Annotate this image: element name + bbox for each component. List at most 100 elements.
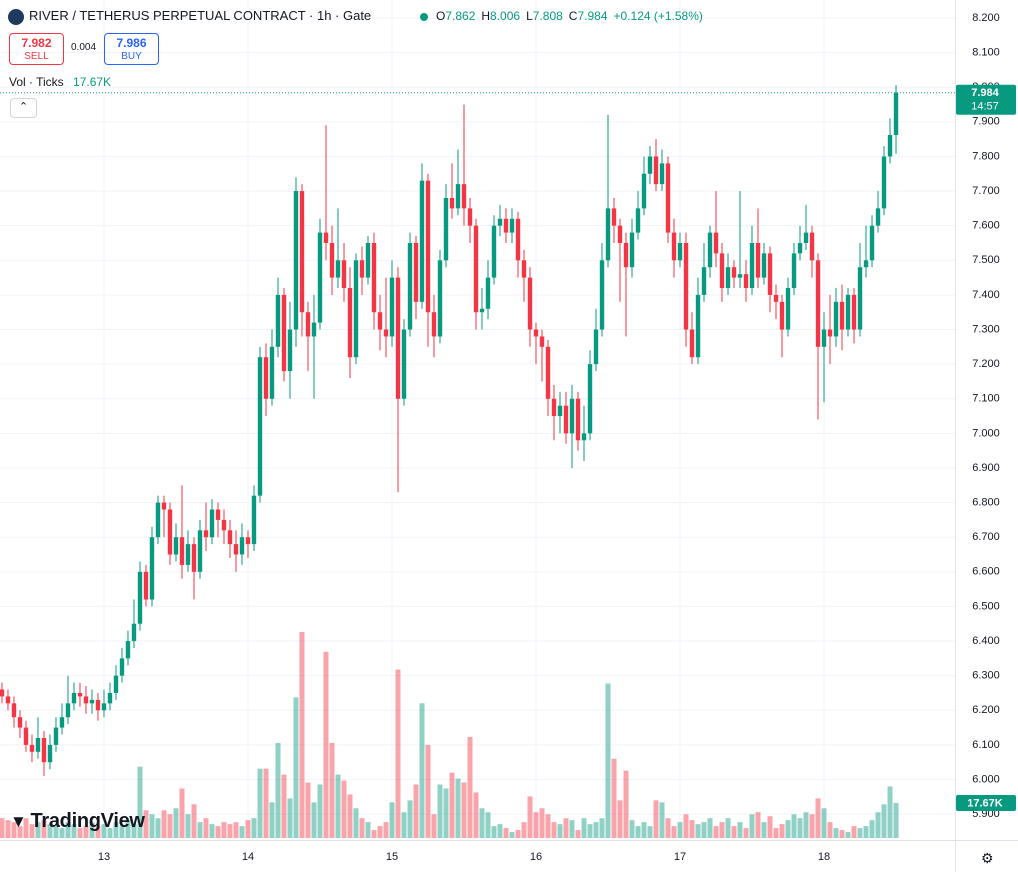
buy-button[interactable]: 7.986 BUY [104,33,159,65]
volume-bar [785,820,791,838]
volume-bar [359,818,365,838]
volume-bar [11,822,17,838]
y-tick-label: 7.600 [972,220,1000,232]
volume-bar [5,820,11,838]
volume-bar [335,774,341,838]
collapse-button[interactable]: ⌃ [10,98,37,118]
candle-body [521,260,527,278]
settings-icon[interactable]: ⚙ [981,850,994,866]
ohlc-value: 7.984 [577,9,608,23]
volume-bar [77,828,83,838]
volume-bar [329,742,335,838]
candle-body [815,260,821,347]
candle-body [131,623,137,642]
volume-bar [539,808,545,838]
volume-bar [599,818,605,838]
volume-bar [449,772,455,838]
candle-body [365,242,371,278]
candle-body [707,232,713,268]
volume-bar [887,786,893,838]
candle-body [23,727,29,745]
volume-bar [305,782,311,838]
volume-bar [593,822,599,838]
candle-body [215,509,221,520]
volume-bar [659,802,665,838]
spread: 0.004 [71,42,97,53]
candle-body [653,156,659,185]
candle-body [113,675,119,693]
volume-bar [815,798,821,838]
x-tick-label: 17 [674,851,686,863]
candle-body [89,699,95,704]
volume-bar [563,818,569,838]
volume-bar [365,822,371,838]
candle-body [41,737,47,763]
volume-bar [437,784,443,838]
candle-body [887,134,893,157]
candle-body [119,658,125,676]
candle-body [167,509,173,555]
volume-bar [791,814,797,838]
candle-body [281,294,287,372]
volume-bar [443,788,449,838]
candle-body [335,260,341,278]
volume-bar [827,822,833,838]
candle-body [137,571,143,624]
y-tick-label: 7.700 [972,185,1000,197]
volume-bar [893,802,899,838]
candle-body [611,208,617,226]
candle-body [173,537,179,555]
volume-bar [839,830,845,838]
volume-bar [47,824,53,838]
candle-body [29,744,35,752]
countdown-label: 14:57 [971,101,999,113]
volume-bar [59,828,65,838]
ohlc-label: C [568,9,578,23]
last-price-box [956,84,1016,115]
candle-body [275,294,281,347]
watermark-text: TradingView [30,810,145,832]
candle-body [263,357,269,399]
y-tick-label: 6.800 [972,496,1000,508]
candle-body [59,717,65,728]
status-dot [420,12,428,21]
candle-body [371,242,377,313]
candle-body [257,357,263,496]
candle-body [725,267,731,288]
sell-button[interactable]: 7.982 SELL [9,33,64,65]
y-tick-label: 5.900 [972,808,1000,820]
volume-bar [473,792,479,838]
volume-bar [857,828,863,838]
volume-bar [161,810,167,838]
volume-bar [803,812,809,838]
candle-body [719,253,725,288]
volume-bar [293,697,299,838]
last-price-label: 7.984 [971,87,999,99]
volume-bar [719,822,725,838]
symbol-title[interactable]: RIVER / TETHERUS PERPETUAL CONTRACT · 1h… [29,8,372,23]
buy-price: 7.986 [116,36,147,50]
candle-body [95,699,101,711]
candle-body [857,267,863,330]
y-tick-label: 6.000 [972,773,1000,785]
candle-body [875,208,881,226]
candle-body [803,232,809,243]
y-tick-label: 7.300 [972,323,1000,335]
volume-bar [197,822,203,838]
volume-bar [455,778,461,838]
candle-body [581,433,587,441]
candle-body [497,218,503,226]
volume-bar [401,812,407,838]
candle-body [623,242,629,268]
volume-bar [713,826,719,838]
volume-bar [629,820,635,838]
volume-bar [179,788,185,838]
volume-bar [569,820,575,838]
volume-bar [269,802,275,838]
volume-bar [83,826,89,838]
y-tick-label: 7.500 [972,254,1000,266]
volume-bar [311,802,317,838]
x-tick-label: 15 [386,851,398,863]
volume-label-box [956,794,1016,811]
